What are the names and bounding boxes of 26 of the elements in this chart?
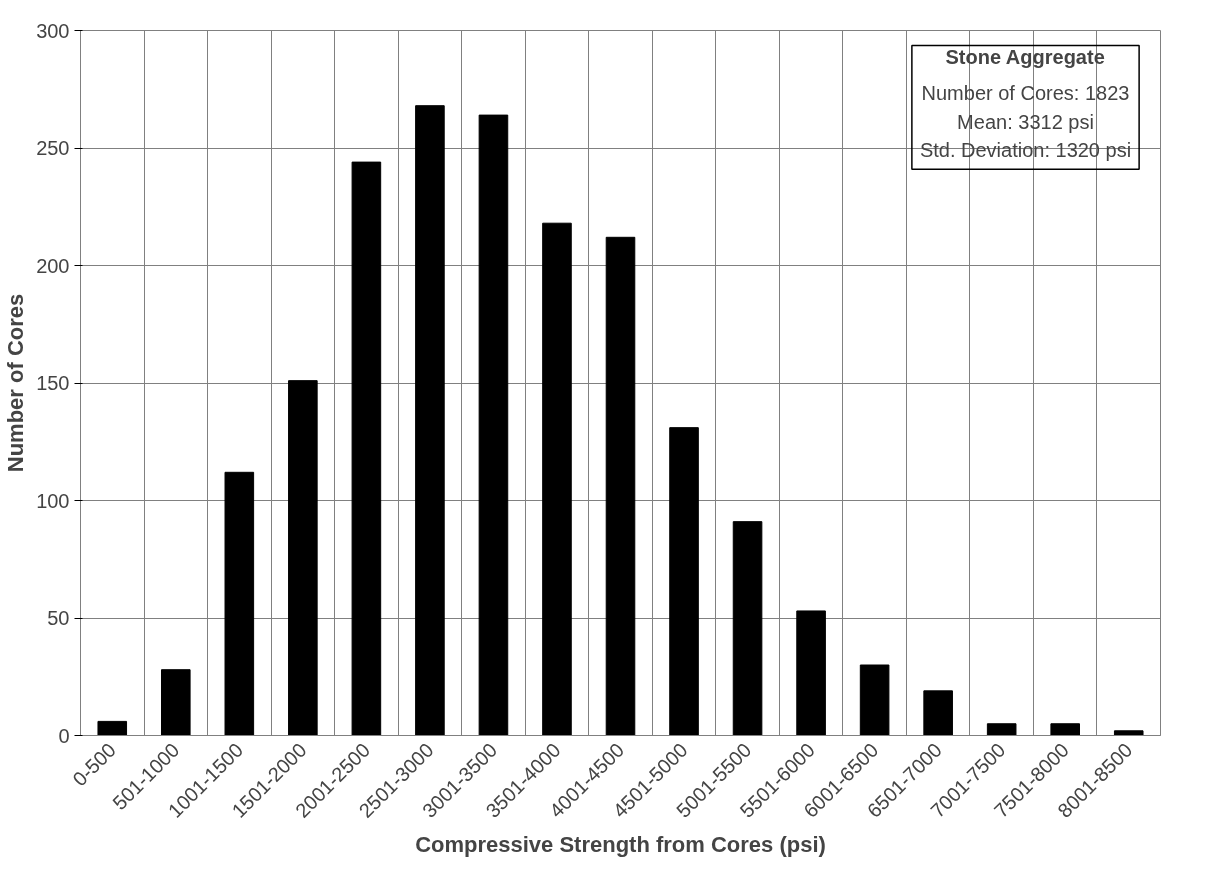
bar xyxy=(669,427,699,736)
bar xyxy=(478,114,509,736)
x-axis-title: Compressive Strength from Cores (psi) xyxy=(415,832,826,858)
y-tick-label: 150 xyxy=(36,372,70,394)
bar xyxy=(1113,730,1144,736)
bar xyxy=(796,610,826,736)
bar xyxy=(923,690,953,736)
bar xyxy=(288,380,318,736)
y-tick-label: 50 xyxy=(47,607,70,629)
bar xyxy=(415,105,445,736)
y-tick-label: 0 xyxy=(58,724,70,747)
y-tick-label: 100 xyxy=(36,489,70,512)
bar xyxy=(986,723,1017,736)
y-tick-label: 250 xyxy=(36,137,70,159)
y-tick-label: 200 xyxy=(36,254,70,277)
bar xyxy=(542,222,572,736)
bar xyxy=(605,236,636,736)
bar xyxy=(1050,723,1080,736)
bar xyxy=(732,521,763,736)
bar xyxy=(351,161,382,736)
y-tick-label: 300 xyxy=(36,19,70,42)
bar xyxy=(224,471,255,736)
bar xyxy=(97,720,128,736)
bar xyxy=(161,669,191,736)
bar xyxy=(859,664,890,736)
y-axis-title: Number of Cores xyxy=(3,293,29,473)
